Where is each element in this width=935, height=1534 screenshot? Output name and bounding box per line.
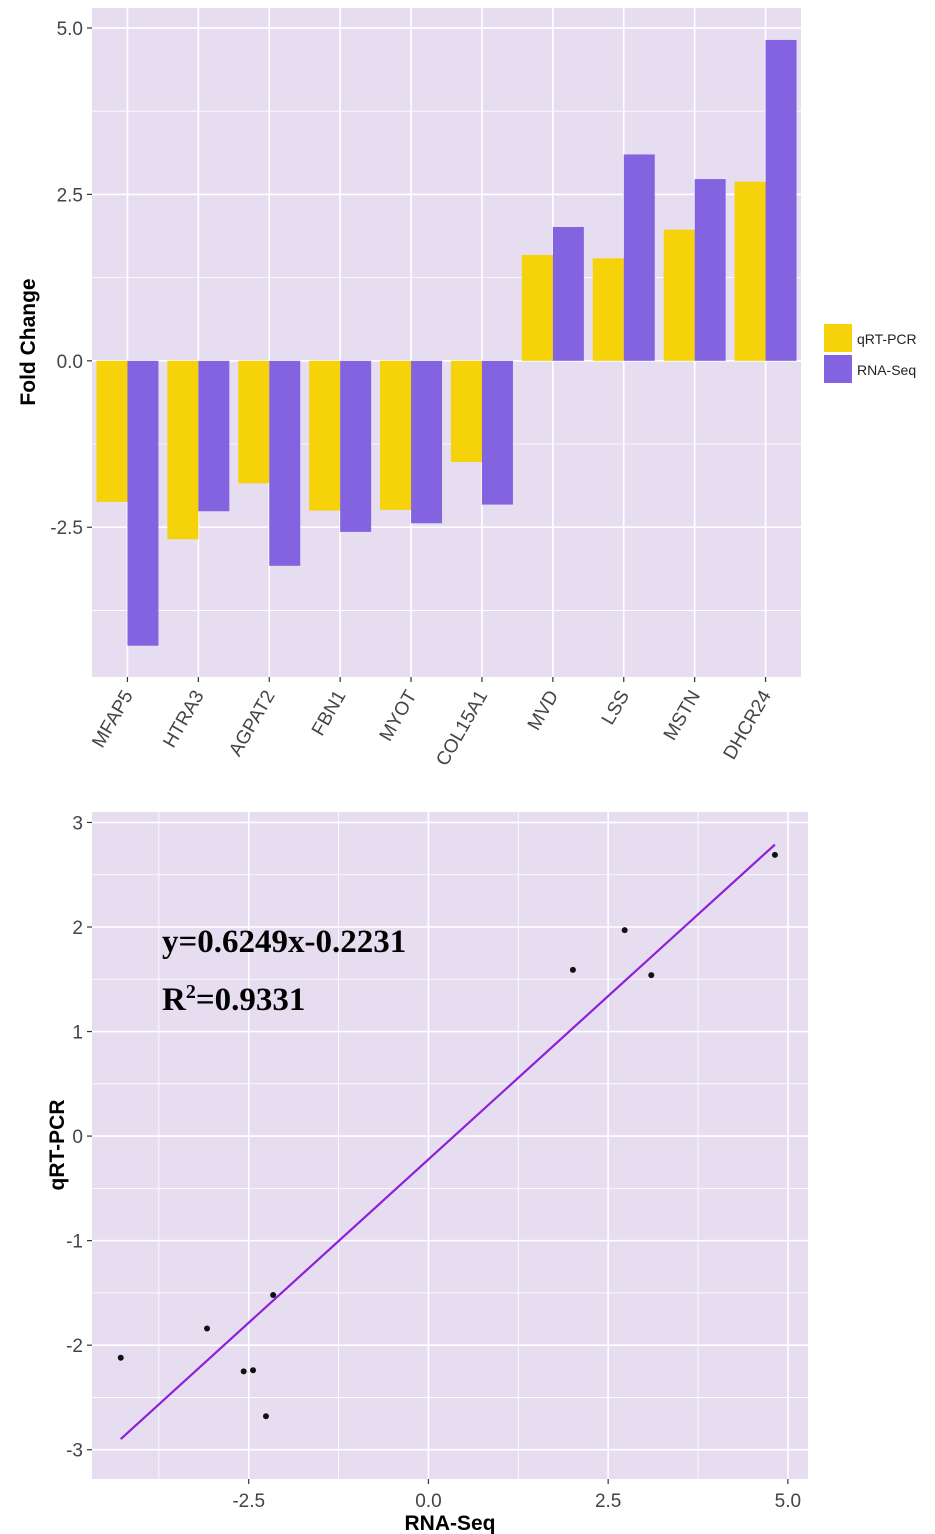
scatter-point [569,966,576,973]
bar-rna-seq-htra3 [198,360,230,512]
scatter-y-tick-label: 1 [72,1023,83,1044]
scatter-y-tick-label: 0 [72,1127,83,1148]
bar-x-tick-label: HTRA3 [159,687,208,751]
bar-qrt-pcr-fbn1 [309,360,341,511]
scatter-y-tick-label: -3 [66,1441,83,1462]
bar-rna-seq-agpat2 [269,360,301,566]
scatter-y-tick-label: 2 [72,918,83,939]
legend-key-rnaseq [824,355,852,383]
bar-chart-legend: qRT-PCR RNA-Seq [824,324,917,383]
bar-qrt-pcr-mstn [663,229,695,361]
scatter-chart-y-ticks: 3 2 1 0 -1 -2 -3 [66,813,92,1462]
scatter-chart-equation: y=0.6249x-0.2231 [162,924,406,960]
scatter-chart-points [117,851,778,1420]
scatter-x-tick-label: -2.5 [232,1491,265,1512]
legend-label-qrtpcr: qRT-PCR [857,331,917,347]
bar-qrt-pcr-myot [380,360,412,510]
bar-qrt-pcr-htra3 [167,360,199,540]
scatter-point [621,927,628,934]
scatter-point [270,1292,277,1298]
scatter-x-tick-label: 5.0 [775,1491,801,1512]
scatter-x-tick-label: 0.0 [415,1491,441,1512]
scatter-y-tick-label: 3 [72,813,83,834]
scatter-point [204,1325,211,1332]
bar-rna-seq-mstn [694,179,726,361]
bar-qrt-pcr-lss [592,258,624,361]
regression-line [120,843,776,1440]
scatter-point [648,972,655,979]
bar-rna-seq-dhcr24 [765,39,797,361]
bar-qrt-pcr-mvd [521,254,553,361]
scatter-y-tick-label: -1 [66,1232,83,1253]
bar-y-tick-label: 2.5 [57,185,83,206]
scatter-point [250,1367,257,1374]
bar-x-tick-label: DHCR24 [720,687,776,764]
bar-x-tick-label: MVD [524,687,563,734]
bar-y-tick-label: -2.5 [50,518,83,539]
bar-chart-y-axis-title: Fold Change [17,278,40,405]
bar-rna-seq-mfap5 [127,360,159,646]
bar-chart: 5.0 2.5 0.0 -2.5 MFAP5 HTRA3 AGPAT2 FBN1 MYOT CO… [17,8,917,770]
bar-x-tick-label: AGPAT2 [225,687,279,760]
scatter-point [771,851,778,858]
scatter-chart-r-squared: R2=0.9331 [162,981,305,1018]
bar-qrt-pcr-dhcr24 [734,181,766,361]
scatter-point [240,1368,247,1375]
scatter-chart-grid [92,812,808,1479]
bar-rna-seq-mvd [552,227,584,361]
scatter-chart: 3 2 1 0 -1 -2 -3 -2.5 0.0 2.5 5.0 y=0.6249x-0.223… [46,812,808,1534]
scatter-chart-y-axis-title: qRT-PCR [46,1100,69,1191]
bar-qrt-pcr-col15a1 [450,360,482,462]
bar-x-tick-label: FBN1 [308,687,350,740]
bar-x-tick-label: LSS [598,687,634,729]
scatter-point [117,1354,124,1361]
bar-qrt-pcr-agpat2 [238,360,270,484]
bar-y-tick-label: 5.0 [57,19,83,40]
bar-qrt-pcr-mfap5 [96,360,128,502]
scatter-chart-x-ticks: -2.5 0.0 2.5 5.0 [232,1479,801,1512]
scatter-chart-x-axis-title: RNA-Seq [404,1512,495,1534]
bar-x-tick-label: MFAP5 [88,687,137,751]
legend-label-rnaseq: RNA-Seq [857,362,916,378]
scatter-chart-fit-line [120,843,776,1440]
bar-chart-x-ticks: MFAP5 HTRA3 AGPAT2 FBN1 MYOT COL15A1 MVD LSS MST… [88,677,776,770]
bar-chart-y-ticks: 5.0 2.5 0.0 -2.5 [50,19,92,539]
bar-rna-seq-fbn1 [340,360,372,532]
bar-chart-bars [96,39,797,646]
bar-rna-seq-myot [411,360,443,524]
bar-x-tick-label: COL15A1 [432,687,492,770]
bar-y-tick-label: 0.0 [57,352,83,373]
scatter-x-tick-label: 2.5 [595,1491,621,1512]
bar-x-tick-label: MYOT [376,687,422,745]
bar-rna-seq-col15a1 [481,360,513,505]
scatter-point [262,1413,269,1420]
scatter-y-tick-label: -2 [66,1336,83,1357]
bar-x-tick-label: MSTN [660,687,705,744]
legend-key-qrtpcr [824,324,852,352]
bar-rna-seq-lss [623,154,655,361]
